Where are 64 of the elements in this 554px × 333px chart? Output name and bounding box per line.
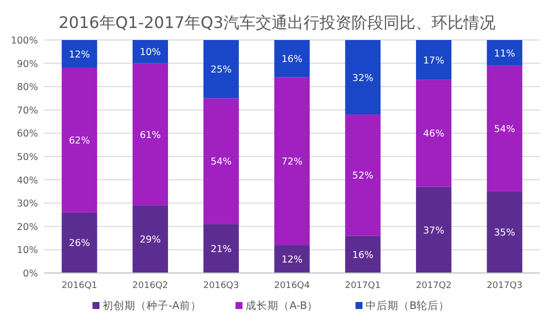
data-label: 12% <box>281 254 303 266</box>
x-tick-label: 2016Q4 <box>274 281 310 291</box>
data-label: 54% <box>494 124 516 136</box>
bar <box>345 40 381 115</box>
data-label: 54% <box>210 156 232 168</box>
bar <box>132 205 168 273</box>
bar <box>203 224 239 273</box>
bar <box>486 66 522 192</box>
x-tick-label: 2017Q1 <box>345 281 381 291</box>
bar <box>62 40 98 68</box>
data-label: 11% <box>494 48 516 60</box>
data-label: 25% <box>210 64 232 76</box>
y-tick-label: 40% <box>16 175 38 186</box>
x-tick-label: 2016Q3 <box>203 281 239 291</box>
data-label: 17% <box>423 55 444 66</box>
bar <box>345 114 381 236</box>
bar <box>62 68 98 212</box>
y-tick-label: 0% <box>22 268 38 280</box>
x-tick-label: 2017Q2 <box>416 281 452 291</box>
y-tick-label: 80% <box>16 82 38 94</box>
data-label: 16% <box>281 54 303 66</box>
data-label: 12% <box>68 49 90 60</box>
y-tick-label: 90% <box>16 58 38 70</box>
data-label: 35% <box>494 228 516 239</box>
x-tick-label: 2017Q3 <box>486 281 522 291</box>
bar <box>132 40 168 64</box>
y-tick-label: 10% <box>16 245 38 256</box>
bar <box>416 80 452 187</box>
y-tick-label: 60% <box>16 128 38 140</box>
x-tick-label: 2016Q1 <box>62 281 98 291</box>
bar <box>274 40 310 78</box>
data-label: 61% <box>140 130 161 141</box>
bar <box>345 236 381 273</box>
y-tick-label: 70% <box>16 105 38 116</box>
y-tick-label: 30% <box>16 198 38 210</box>
data-label: 29% <box>140 234 161 246</box>
data-label: 62% <box>68 136 90 147</box>
data-label: 37% <box>423 225 444 236</box>
data-label: 32% <box>352 72 374 84</box>
bar <box>62 212 98 273</box>
bar <box>486 191 522 273</box>
y-tick-label: 50% <box>16 152 38 163</box>
x-tick-label: 2016Q2 <box>132 281 168 291</box>
data-label: 16% <box>352 250 374 261</box>
y-tick-label: 100% <box>10 36 38 46</box>
legend-label: 成长期（A-B） <box>246 299 318 312</box>
data-label: 21% <box>210 244 232 256</box>
bar <box>132 63 168 206</box>
bar <box>274 77 310 246</box>
data-label: 72% <box>281 156 303 168</box>
data-label: 52% <box>352 170 374 182</box>
legend-label: 中后期（B轮后） <box>366 299 450 312</box>
bar <box>203 98 239 224</box>
bar <box>486 40 522 66</box>
legend-label: 初创期（种子-A前） <box>102 299 202 312</box>
data-label: 46% <box>423 128 444 140</box>
bar <box>203 40 239 98</box>
chart-title: 2016年Q1-2017年Q3汽车交通出行投资阶段同比、环比情况 <box>58 13 496 32</box>
data-label: 26% <box>68 238 90 250</box>
bar <box>274 245 310 273</box>
y-tick-label: 20% <box>16 222 38 233</box>
data-label: 10% <box>140 47 161 58</box>
bar <box>416 186 452 273</box>
bar <box>416 40 452 80</box>
